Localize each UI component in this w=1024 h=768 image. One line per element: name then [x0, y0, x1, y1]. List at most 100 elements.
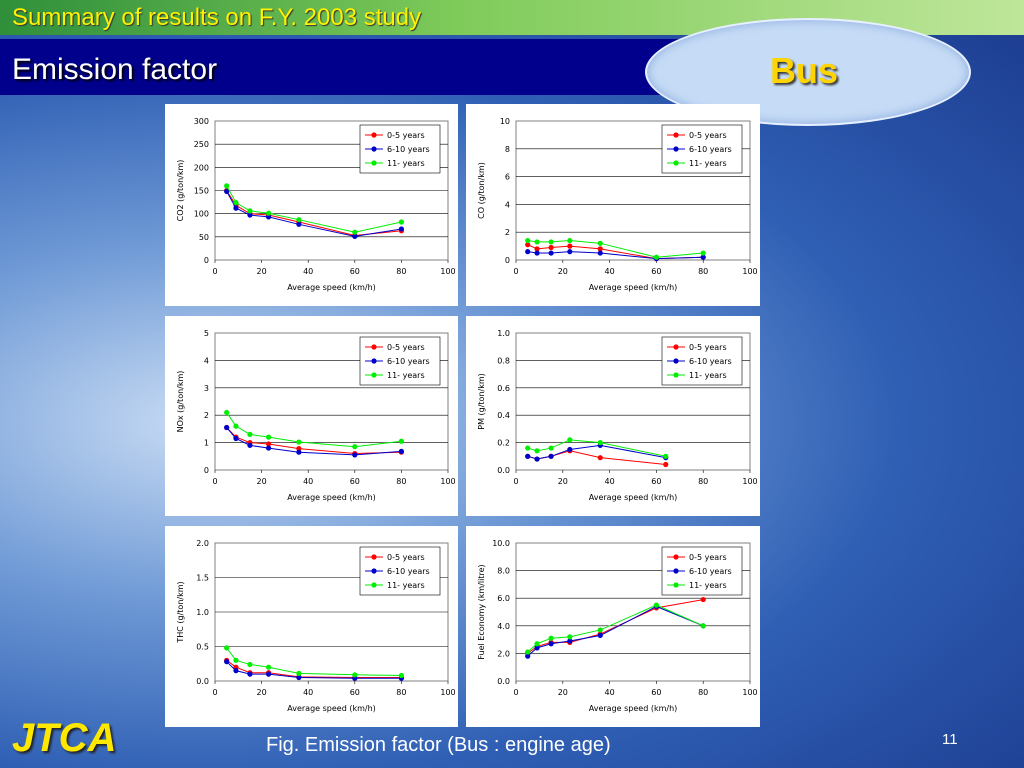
data-point	[233, 657, 239, 663]
y-axis-label: Fuel Economy (km/litre)	[477, 564, 486, 659]
data-point	[265, 664, 272, 670]
data-point	[597, 632, 603, 639]
data-point	[224, 645, 230, 651]
data-point	[548, 239, 554, 245]
y-axis-label: THC (g/ton/km)	[176, 581, 185, 643]
y-tick-label: 3	[204, 384, 209, 393]
x-tick-label: 100	[742, 688, 757, 697]
data-point	[548, 635, 554, 641]
y-tick-label: 10.0	[492, 539, 510, 548]
data-point	[597, 627, 603, 633]
y-tick-label: 2	[505, 228, 510, 237]
data-point	[296, 217, 302, 223]
legend-label: 6-10 years	[689, 357, 732, 366]
data-point	[534, 239, 540, 245]
data-point	[224, 424, 230, 431]
y-tick-label: 250	[194, 140, 209, 149]
legend-marker	[673, 344, 679, 350]
data-point	[534, 641, 540, 647]
x-tick-label: 40	[605, 267, 615, 276]
x-tick-label: 60	[651, 267, 661, 276]
section-title: Emission factor	[12, 53, 218, 86]
data-point	[525, 249, 531, 255]
data-point	[398, 438, 404, 444]
data-point	[398, 226, 404, 232]
data-point	[296, 674, 302, 681]
data-point	[398, 219, 404, 225]
chart-panel-nox: 0 1 2 3 4 5 0 20 40 60 80 100 Average speed (km/h) NO…	[165, 316, 458, 516]
data-point	[548, 244, 554, 251]
data-point	[534, 246, 540, 252]
y-tick-label: 8.0	[497, 567, 510, 576]
legend-label: 11- years	[689, 159, 727, 168]
x-tick-label: 0	[513, 688, 518, 697]
legend-label: 0-5 years	[387, 131, 425, 140]
x-tick-label: 0	[513, 477, 518, 486]
y-tick-label: 50	[199, 233, 209, 242]
legend-marker	[673, 372, 679, 378]
x-tick-label: 20	[257, 688, 267, 697]
legend-marker	[371, 372, 377, 378]
legend-marker	[371, 554, 377, 560]
y-tick-label: 0	[204, 256, 209, 265]
data-point	[525, 653, 531, 659]
legend-label: 11- years	[689, 371, 727, 380]
data-point	[265, 214, 272, 220]
y-tick-label: 0.8	[497, 356, 510, 365]
legend-label: 6-10 years	[689, 145, 732, 154]
y-axis-label: NOx (g/ton/km)	[176, 371, 185, 433]
legend-label: 11- years	[689, 581, 727, 590]
legend-label: 6-10 years	[387, 145, 430, 154]
y-tick-label: 0	[204, 466, 209, 475]
data-point	[700, 596, 706, 603]
legend-marker	[673, 554, 679, 560]
data-point	[548, 453, 554, 459]
y-tick-label: 0.4	[497, 411, 510, 420]
x-axis-label: Average speed (km/h)	[589, 493, 678, 502]
x-axis-label: Average speed (km/h)	[589, 283, 678, 292]
data-point	[233, 423, 239, 429]
data-point	[352, 229, 358, 235]
data-point	[352, 444, 358, 450]
x-tick-label: 80	[698, 267, 708, 276]
data-point	[534, 250, 540, 256]
x-tick-label: 20	[558, 688, 568, 697]
legend-label: 11- years	[387, 371, 425, 380]
data-point	[233, 435, 239, 442]
x-tick-label: 0	[212, 688, 217, 697]
data-point	[567, 638, 573, 644]
y-tick-label: 0.0	[497, 677, 510, 686]
y-tick-label: 150	[194, 187, 209, 196]
legend-marker	[673, 132, 679, 138]
data-point	[224, 409, 230, 416]
data-point	[265, 445, 272, 451]
y-tick-label: 8	[505, 145, 510, 154]
data-point	[224, 659, 230, 665]
data-point	[534, 448, 540, 454]
y-tick-label: 5	[204, 329, 209, 338]
chart-panel-co2: 0 50 100 150 200 250 300 0 20 40 60 80 100 Average sp…	[165, 104, 458, 306]
data-point	[548, 250, 554, 256]
data-point	[525, 453, 531, 459]
data-point	[534, 456, 540, 462]
data-point	[525, 649, 531, 655]
y-tick-label: 4	[204, 356, 209, 365]
data-point	[224, 188, 230, 195]
y-tick-label: 200	[194, 163, 209, 172]
y-tick-label: 0.6	[497, 384, 510, 393]
data-point	[567, 437, 573, 443]
x-axis-label: Average speed (km/h)	[287, 493, 376, 502]
y-tick-label: 1.0	[497, 329, 510, 338]
legend-label: 6-10 years	[387, 567, 430, 576]
y-tick-label: 0	[505, 256, 510, 265]
legend-marker	[673, 358, 679, 364]
data-point	[233, 205, 239, 211]
x-tick-label: 0	[513, 267, 518, 276]
data-point	[567, 237, 573, 244]
legend-marker	[371, 582, 377, 588]
legend-label: 6-10 years	[387, 357, 430, 366]
x-tick-label: 100	[440, 267, 455, 276]
data-point	[548, 641, 554, 647]
y-axis-label: PM (g/ton/km)	[477, 373, 486, 430]
